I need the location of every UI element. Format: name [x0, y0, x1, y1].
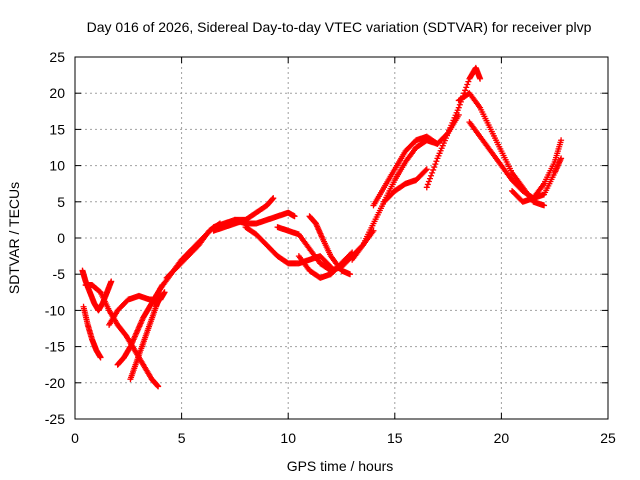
y-tick-label: -25	[45, 411, 65, 427]
data-point	[462, 87, 469, 94]
data-point	[463, 84, 470, 91]
data-point	[477, 75, 484, 82]
data-point	[423, 166, 430, 173]
data-point	[432, 161, 439, 168]
series-track-7	[157, 216, 249, 292]
data-point	[423, 184, 430, 191]
x-tick-labels: 0 5 10 15 20 25	[71, 430, 616, 446]
series-track-6	[127, 292, 164, 383]
data-point	[270, 195, 277, 202]
series-track-3	[82, 282, 162, 390]
x-tick-label: 25	[600, 430, 616, 446]
data-point	[425, 178, 432, 185]
data-point	[429, 169, 436, 176]
series-track-10	[231, 209, 298, 227]
data-point	[431, 164, 438, 171]
x-tick-label: 20	[494, 430, 510, 446]
y-tick-label: 0	[57, 230, 65, 246]
y-tick-label: -5	[53, 266, 66, 282]
data-point	[426, 175, 433, 182]
series-track-2	[80, 303, 104, 361]
data-point	[465, 78, 472, 85]
data-point	[541, 202, 548, 209]
series-track-18	[423, 64, 484, 191]
data-point	[455, 104, 462, 111]
data-point	[349, 249, 356, 256]
data-point	[291, 213, 298, 220]
data-point	[424, 181, 431, 188]
data-points	[79, 64, 565, 390]
y-tick-label: 25	[49, 49, 65, 65]
y-tick-labels: -25 -20 -15 -10 -5 0 5 10 15 20 25	[45, 49, 65, 427]
grid-lines	[75, 57, 608, 419]
series-track-21	[509, 137, 565, 205]
series-track-20	[466, 119, 565, 202]
y-tick-label: 20	[49, 85, 65, 101]
data-point	[97, 354, 104, 361]
y-tick-label: -20	[45, 375, 65, 391]
x-tick-label: 15	[387, 430, 403, 446]
y-tick-label: -15	[45, 339, 65, 355]
y-tick-label: 5	[57, 194, 65, 210]
series-track-17	[381, 166, 430, 205]
series-track-8	[163, 220, 223, 281]
x-tick-label: 5	[178, 430, 186, 446]
plot-frame	[74, 56, 609, 420]
x-axis-label: GPS time / hours	[287, 458, 394, 474]
data-point	[430, 166, 437, 173]
data-point	[348, 250, 355, 257]
data-point	[161, 289, 168, 296]
data-point	[558, 137, 565, 144]
series-track-13	[295, 249, 356, 281]
series-track-16	[370, 111, 462, 209]
data-point	[157, 292, 164, 299]
series-track-14	[306, 213, 354, 278]
series-track-11	[242, 224, 334, 270]
chart-title: Day 016 of 2026, Sidereal Day-to-day VTE…	[87, 19, 592, 35]
y-axis-label: SDTVAR / TECUs	[6, 182, 22, 294]
series-track-9	[210, 195, 277, 234]
x-tick-label: 0	[71, 430, 79, 446]
data-point	[464, 81, 471, 88]
data-point	[155, 383, 162, 390]
data-point	[428, 172, 435, 179]
y-tick-label: -10	[45, 302, 65, 318]
data-point	[433, 158, 440, 165]
x-tick-label: 10	[280, 430, 296, 446]
data-point	[456, 101, 463, 108]
data-point	[558, 155, 565, 162]
data-point	[422, 167, 429, 174]
y-tick-label: 15	[49, 121, 65, 137]
y-tick-label: 10	[49, 158, 65, 174]
data-point	[108, 278, 115, 285]
data-point	[347, 271, 354, 278]
data-point	[216, 220, 223, 227]
